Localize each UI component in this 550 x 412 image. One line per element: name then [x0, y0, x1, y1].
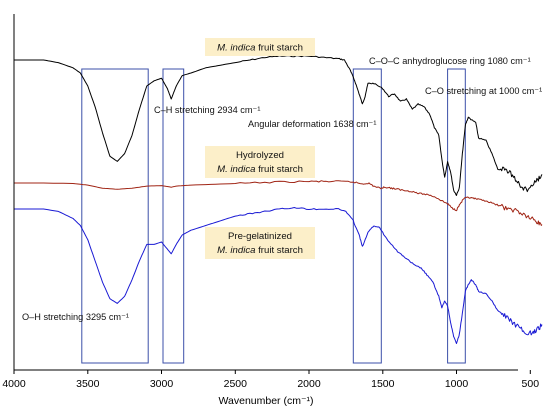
- series-label-2: Hydrolyzed M. indica fruit starch: [205, 146, 315, 178]
- x-axis-title: Wavenumber (cm⁻¹): [219, 395, 314, 407]
- x-tick-label-4000: 4000: [2, 378, 26, 390]
- series-line-2: [14, 180, 543, 226]
- annotation-5: O–H stretching 3295 cm⁻¹: [22, 312, 129, 322]
- series-label-bg: [205, 38, 315, 56]
- series-label-bg: [205, 227, 315, 259]
- band-box-2: [162, 68, 185, 364]
- series-line-1: [14, 55, 543, 196]
- series-label-text-line2: M. indica fruit starch: [217, 164, 303, 175]
- x-tick-label-2500: 2500: [224, 378, 248, 390]
- x-axis: [13, 14, 518, 371]
- band-annotations: C–H stretching 2934 cm⁻¹ Angular deformat…: [22, 56, 542, 322]
- annotation-3: C–O–C anhydroglucose ring 1080 cm⁻¹: [369, 56, 531, 66]
- series-label-1: M. indica fruit starch: [205, 38, 315, 56]
- band-box-3: [352, 68, 382, 364]
- annotation-2: Angular deformation 1638 cm⁻¹: [248, 119, 376, 129]
- series-label-text-line1: Hydrolyzed: [236, 150, 284, 161]
- band-box-4: [447, 68, 466, 364]
- series-labels: M. indica fruit starch Hydrolyzed M. indic…: [205, 38, 315, 259]
- x-tick-label-1500: 1500: [371, 378, 395, 390]
- spectra: [14, 55, 543, 344]
- series-label-3: Pre-gelatinized M. indica fruit starch: [205, 227, 315, 259]
- series-label-text-line1: Pre-gelatinized: [228, 231, 292, 242]
- x-tick-label-1000: 1000: [445, 378, 469, 390]
- band-boxes: [81, 68, 466, 364]
- annotation-1: C–H stretching 2934 cm⁻¹: [154, 105, 260, 115]
- x-axis-ticks: 4000 3500 3000 2500 2000 1500 1000 500: [2, 370, 539, 390]
- x-tick-label-3000: 3000: [150, 378, 174, 390]
- x-tick-label-2000: 2000: [297, 378, 321, 390]
- series-line-3: [14, 207, 543, 344]
- series-label-text: M. indica fruit starch: [217, 43, 303, 54]
- annotation-4: C–O stretching at 1000 cm⁻¹: [425, 86, 542, 96]
- x-tick-label-3500: 3500: [76, 378, 100, 390]
- band-box-1: [81, 68, 149, 364]
- series-label-text-line2: M. indica fruit starch: [217, 245, 303, 256]
- series-label-bg: [205, 146, 315, 178]
- x-tick-label-500: 500: [522, 378, 540, 390]
